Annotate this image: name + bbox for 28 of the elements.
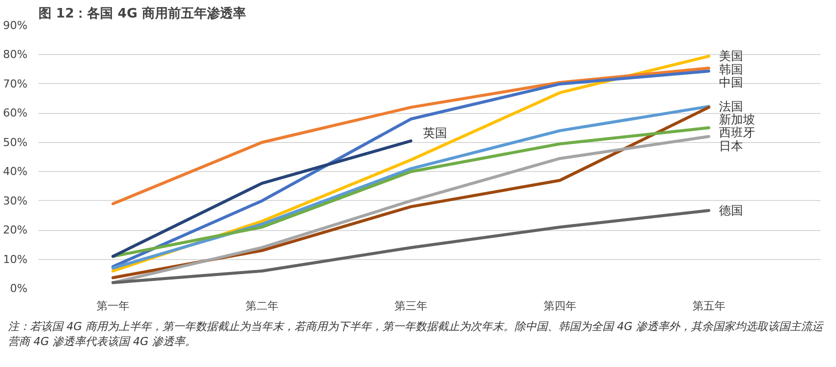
series-label: 中国 [718, 75, 743, 90]
x-tick-label: 第三年 [394, 300, 428, 312]
y-tick-label: 0% [10, 282, 28, 295]
y-tick-label: 70% [3, 77, 28, 90]
y-tick-label: 20% [3, 224, 28, 237]
y-tick-label: 40% [3, 165, 28, 178]
line-series [111, 66, 710, 206]
line-series [111, 208, 710, 284]
text: 注：若该国 4G 商用为上半年，第一年数据截止为当年末，若商用为下半年，第一年数据截止为次年末。除中国、韩国为全国 4G 渗透率外，其余国家均选取该国主流运营商 4G 渗透率代表该国 4G 渗透率。 [8, 320, 825, 350]
series-label: 美国 [718, 49, 743, 64]
series-label: 德国 [718, 203, 743, 218]
y-tick-label: 60% [3, 106, 28, 120]
series-label: 西班牙 [718, 126, 755, 140]
y-tick-label: 30% [3, 194, 28, 208]
x-tick-label: 第五年 [692, 300, 726, 312]
series-label: 日本 [718, 138, 743, 153]
y-tick-label: 80% [3, 48, 28, 62]
series-label: 英国 [422, 126, 447, 140]
x-tick-label: 第二年 [245, 300, 278, 312]
y-tick-label: 90% [3, 19, 28, 32]
series-label: 法国 [718, 99, 743, 114]
x-tick-label: 第一年 [96, 300, 130, 312]
chart-title: 图 12：各国 4G 商用前五年渗透率 [38, 6, 246, 22]
x-tick-label: 第四年 [543, 300, 576, 312]
y-tick-label: 10% [3, 252, 28, 266]
y-tick-label: 50% [3, 136, 28, 149]
series-label: 新加坡 [718, 112, 755, 127]
series-label: 韩国 [718, 62, 743, 76]
